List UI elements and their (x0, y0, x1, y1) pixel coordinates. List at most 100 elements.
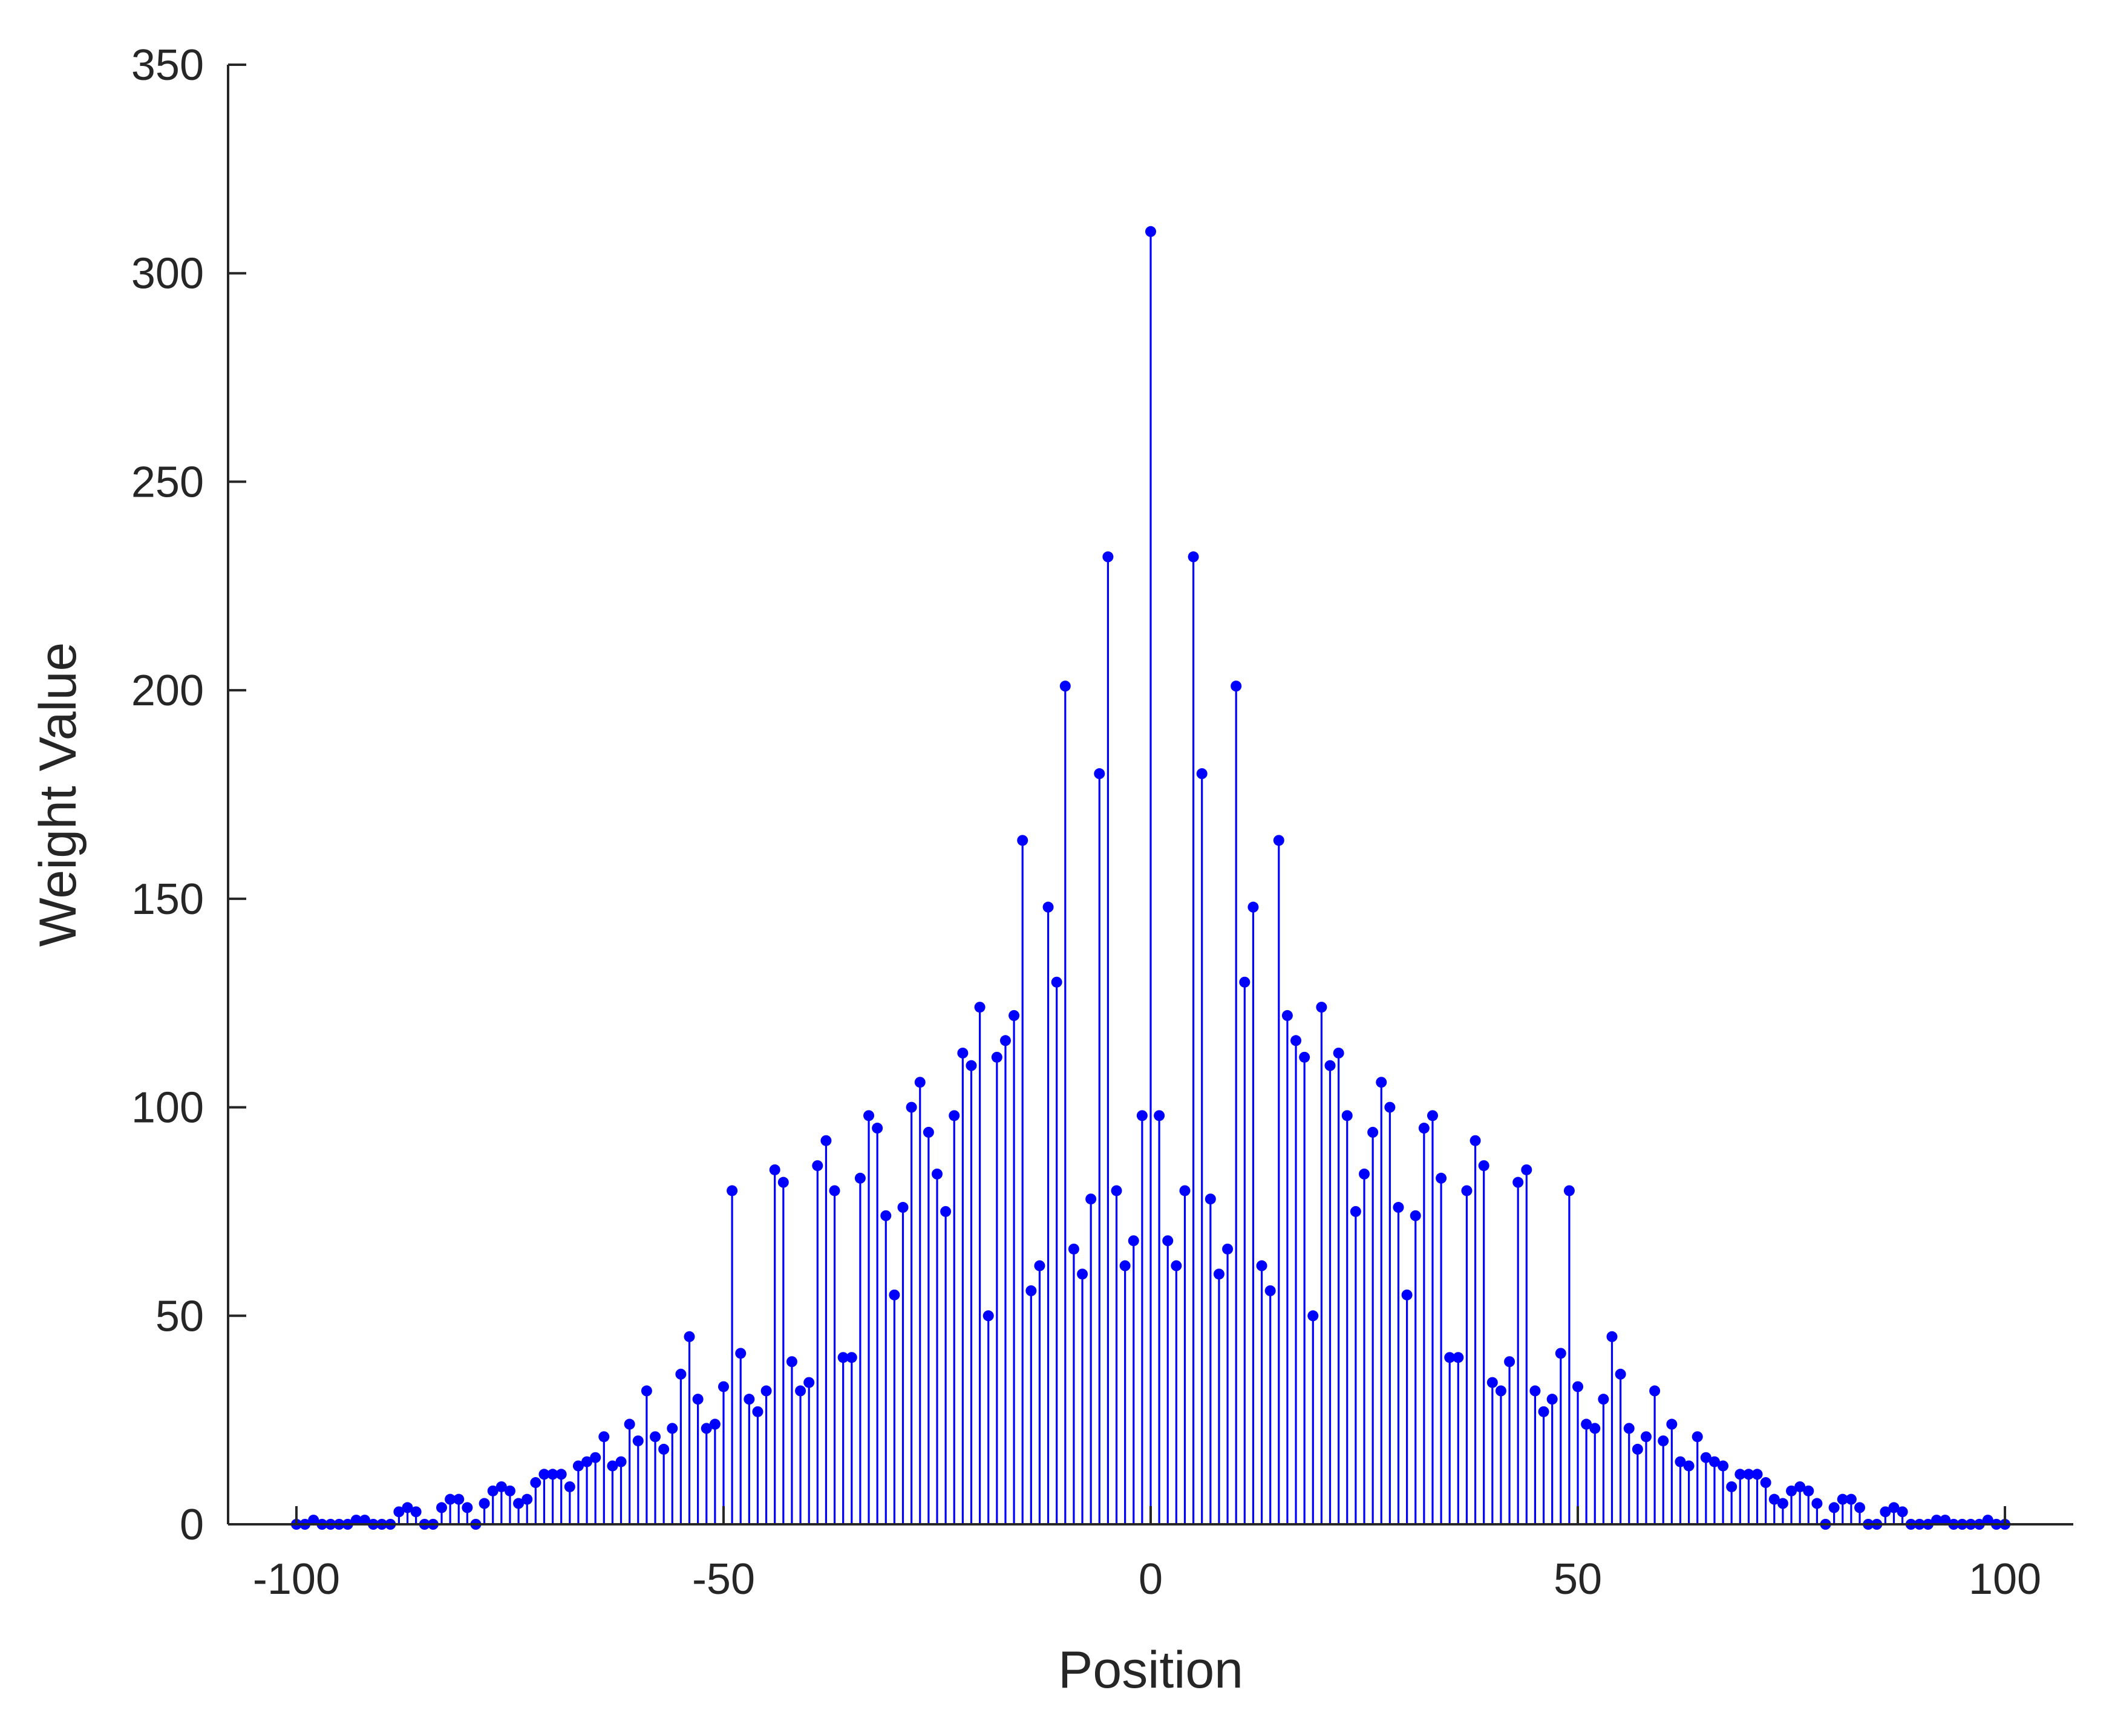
stem-marker (1059, 680, 1071, 692)
stem-marker (1700, 1452, 1712, 1463)
y-ticks: 0 50 100 150 200 250 300 350 (131, 41, 246, 1549)
stem-marker (1828, 1502, 1840, 1513)
stem-marker (863, 1110, 875, 1121)
stem-marker (650, 1431, 661, 1443)
stem-marker (1512, 1176, 1524, 1188)
stem-marker (1264, 1285, 1276, 1296)
stem-marker (829, 1185, 840, 1196)
stem-marker (1359, 1168, 1370, 1180)
stem-marker (1760, 1477, 1771, 1489)
stem-marker (940, 1206, 952, 1217)
stem-marker (1051, 976, 1062, 988)
stem-marker (820, 1135, 832, 1146)
stem-marker (1179, 1185, 1191, 1196)
stem-marker (752, 1406, 763, 1417)
stem-marker (777, 1176, 789, 1188)
stem-marker (1239, 976, 1251, 988)
stem-marker (1658, 1435, 1669, 1447)
stem-marker (1854, 1502, 1865, 1513)
stem-marker (1418, 1123, 1430, 1134)
stem-marker (1640, 1431, 1652, 1443)
stem-marker (1606, 1331, 1618, 1342)
stem-marker (1111, 1185, 1122, 1196)
stem-marker (897, 1202, 909, 1213)
stem-marker (957, 1047, 969, 1059)
stem-marker (1171, 1260, 1182, 1271)
stem-marker (1136, 1110, 1148, 1121)
stem-marker (1256, 1260, 1267, 1271)
stem-marker (1324, 1060, 1336, 1071)
stem-marker (1982, 1515, 1993, 1526)
stem-marker (1615, 1368, 1626, 1380)
stem-marker (350, 1515, 362, 1526)
stem-marker (795, 1385, 806, 1397)
stem-marker (837, 1352, 849, 1363)
stem-marker (479, 1498, 490, 1509)
stem-marker (1205, 1193, 1216, 1205)
stem-marker (495, 1481, 507, 1492)
stem-marker (803, 1377, 815, 1388)
y-tick-label: 350 (131, 41, 204, 90)
stem-marker (1555, 1348, 1566, 1359)
stem-marker (1316, 1002, 1327, 1013)
stem-marker (1341, 1110, 1353, 1121)
stem-marker (1427, 1110, 1438, 1121)
stem-marker (1726, 1481, 1738, 1492)
stem-marker (581, 1456, 593, 1467)
x-tick-label: 50 (1554, 1555, 1602, 1604)
stem-marker (1009, 1010, 1020, 1021)
stem-marker (1940, 1515, 1951, 1526)
stem-marker (632, 1435, 644, 1447)
stem-marker (658, 1443, 670, 1455)
stem-marker (701, 1423, 712, 1434)
stem-marker (1589, 1423, 1601, 1434)
stem-marker (931, 1168, 943, 1180)
stem-marker (1094, 768, 1105, 780)
stem-marker (1598, 1394, 1609, 1405)
stem-marker (598, 1431, 610, 1443)
stem-marker (1837, 1493, 1848, 1505)
stem-marker (812, 1160, 823, 1172)
y-axis-title: Weight Value (29, 642, 87, 947)
stem-marker (1188, 551, 1199, 563)
stem-marker (1231, 680, 1242, 692)
stem-marker (1307, 1310, 1319, 1322)
stem-marker (991, 1051, 1002, 1063)
stem-marker (487, 1485, 499, 1496)
y-tick-label: 300 (131, 250, 204, 298)
stem-marker (1931, 1515, 1943, 1526)
stem-marker (1025, 1285, 1037, 1296)
stem-marker (445, 1493, 456, 1505)
stem-marker (530, 1477, 541, 1489)
stem-marker (1154, 1110, 1165, 1121)
stem-marker (521, 1493, 533, 1505)
stem-marker (1384, 1101, 1396, 1113)
stem-marker (846, 1352, 857, 1363)
stem-marker (402, 1502, 413, 1513)
stem-marker (1623, 1423, 1635, 1434)
stem-marker (1495, 1385, 1506, 1397)
stem-marker (504, 1485, 515, 1496)
stem-marker (359, 1515, 370, 1526)
stem-series (290, 226, 2011, 1530)
stem-marker (709, 1418, 721, 1430)
stem-marker (974, 1002, 986, 1013)
y-tick-label: 100 (131, 1084, 204, 1132)
stem-marker (1521, 1164, 1532, 1175)
stem-marker (1401, 1289, 1413, 1300)
stem-marker (1444, 1352, 1456, 1363)
stem-marker (615, 1456, 627, 1467)
stem-marker (641, 1385, 652, 1397)
x-tick-label: 100 (1969, 1555, 2041, 1604)
x-axis-title: Position (1058, 1641, 1243, 1699)
stem-marker (1333, 1047, 1344, 1059)
stem-marker (1213, 1268, 1224, 1280)
stem-marker (966, 1060, 977, 1071)
stem-marker (1290, 1035, 1302, 1046)
stem-marker (1794, 1481, 1806, 1492)
stem-marker (667, 1423, 678, 1434)
stem-marker (1461, 1185, 1473, 1196)
stem-marker (1034, 1260, 1045, 1271)
stem-marker (1803, 1485, 1814, 1496)
stem-marker (1470, 1135, 1481, 1146)
